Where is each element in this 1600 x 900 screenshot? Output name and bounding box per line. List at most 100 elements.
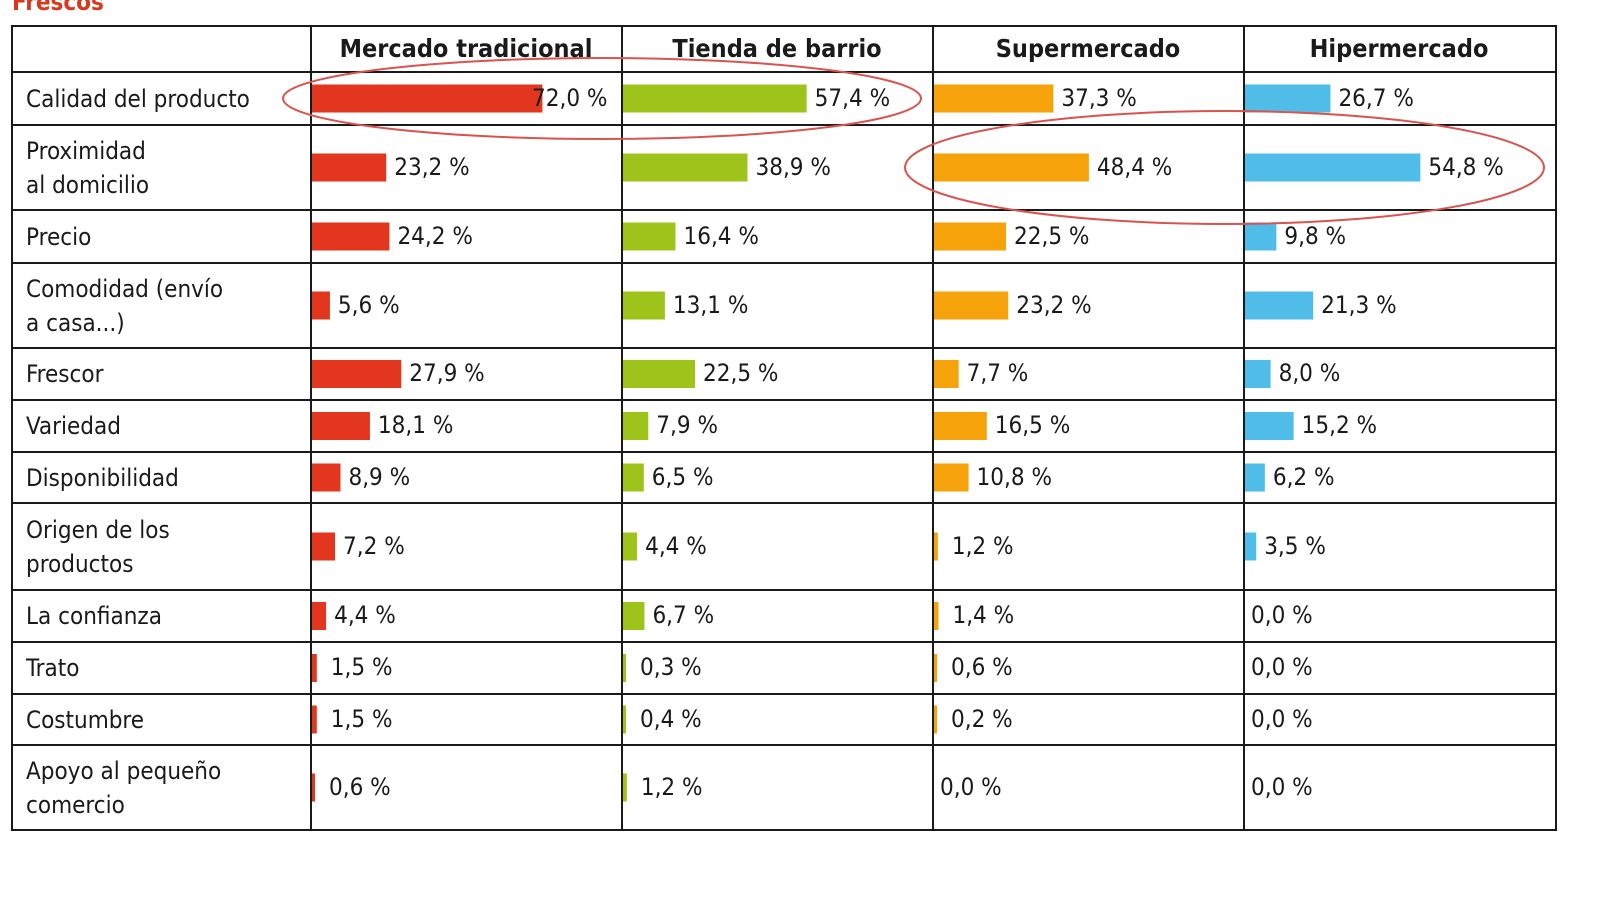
- bar: [1245, 412, 1294, 440]
- bar-value-label: 1,5 %: [330, 704, 393, 733]
- bar-value-label: 4,4 %: [334, 601, 396, 629]
- bar-value-label: 7,9 %: [656, 411, 718, 439]
- bar-value-label: 38,9 %: [755, 152, 831, 181]
- row-label-line: Proximidad: [26, 136, 146, 165]
- row-label-line: Origen de los: [26, 515, 170, 544]
- bar: [623, 291, 665, 320]
- bar-value-label: 22,5 %: [703, 359, 779, 387]
- row-label-line: comercio: [26, 790, 125, 819]
- bar: [1245, 222, 1277, 251]
- bar-value-label: 6,5 %: [651, 462, 714, 491]
- bar: [934, 602, 939, 630]
- bar: [312, 360, 402, 388]
- bar: [312, 153, 387, 182]
- bar-value-label: 15,2 %: [1301, 411, 1378, 439]
- row-label: Frescor: [26, 357, 104, 391]
- bar: [312, 84, 543, 113]
- bar: [1245, 532, 1257, 561]
- bar: [1245, 153, 1421, 182]
- bar: [312, 291, 330, 320]
- row-label: Proximidad al domicilio: [26, 134, 149, 202]
- section-title: Frescos: [12, 0, 104, 16]
- bar-value-label: 10,8 %: [976, 462, 1052, 491]
- bar: [312, 773, 315, 802]
- bar-value-label: 57,4 %: [814, 83, 891, 112]
- bar-value-label: 9,8 %: [1284, 221, 1347, 250]
- row-label: Disponibilidad: [26, 461, 179, 495]
- bar-value-label: 0,6 %: [329, 772, 391, 801]
- bar: [934, 532, 938, 561]
- row-label: Apoyo al pequeño comercio: [26, 754, 221, 822]
- row-label-line: a casa...): [26, 308, 125, 337]
- bar-value-label: 1,2 %: [640, 772, 703, 801]
- bar-value-label: 7,7 %: [966, 359, 1029, 387]
- bar-value-label: 0,0 %: [1251, 772, 1313, 801]
- row-label-line: Comodidad (envío: [26, 274, 224, 303]
- bar-value-label: 6,7 %: [652, 601, 715, 629]
- bar-value-label: 1,4 %: [952, 601, 1015, 629]
- bar: [312, 602, 327, 630]
- row-label-line: Disponibilidad: [26, 463, 179, 492]
- bar: [623, 705, 626, 734]
- bar-value-label: 8,0 %: [1278, 359, 1341, 387]
- row-label-line: Trato: [26, 654, 80, 682]
- column-header: Mercado tradicional: [339, 34, 593, 63]
- bar-value-label: 4,4 %: [645, 531, 707, 560]
- row-label: Origen de los productos: [26, 513, 170, 581]
- bar: [623, 360, 695, 388]
- row-label-line: al domicilio: [26, 170, 150, 199]
- bar: [623, 463, 644, 492]
- bar-value-label: 1,2 %: [951, 531, 1014, 560]
- bar-value-label: 0,2 %: [951, 704, 1013, 733]
- bar-value-label: 27,9 %: [409, 359, 485, 387]
- row-label: Comodidad (envío a casa...): [26, 272, 223, 340]
- row-label: La confianza: [26, 599, 162, 633]
- bar: [312, 412, 370, 440]
- row-label: Precio: [26, 220, 91, 254]
- bar: [1245, 291, 1314, 320]
- bar: [312, 654, 317, 682]
- bar: [934, 412, 987, 440]
- bar: [934, 291, 1009, 320]
- row-label: Calidad del producto: [26, 82, 250, 116]
- bar-value-label: 48,4 %: [1096, 152, 1173, 181]
- row-label-line: Calidad del producto: [26, 84, 250, 113]
- bar-value-label: 16,5 %: [994, 411, 1071, 439]
- row-label: Costumbre: [26, 703, 144, 737]
- row-label-line: Costumbre: [26, 705, 145, 734]
- row-label-line: Precio: [26, 222, 92, 251]
- bar: [934, 654, 937, 682]
- bar: [623, 773, 627, 802]
- bar-value-label: 0,4 %: [640, 704, 702, 733]
- bar: [1245, 84, 1331, 113]
- row-label-line: Variedad: [26, 412, 121, 440]
- bar-value-label: 24,2 %: [397, 221, 473, 250]
- bar-value-label: 23,2 %: [394, 152, 470, 181]
- bar: [934, 153, 1089, 182]
- bar: [623, 84, 807, 113]
- bar-value-label: 8,9 %: [348, 462, 411, 491]
- bar: [934, 705, 937, 734]
- bar-value-label: 72,0 %: [532, 83, 608, 112]
- bar-value-label: 21,3 %: [1321, 290, 1397, 319]
- bar: [1245, 463, 1265, 492]
- bar-value-label: 16,4 %: [683, 221, 759, 250]
- bar-value-label: 5,6 %: [337, 290, 400, 319]
- bar-value-label: 13,1 %: [672, 290, 749, 319]
- bar-value-label: 1,5 %: [330, 653, 393, 681]
- bar: [934, 222, 1006, 251]
- bar-value-label: 0,6 %: [951, 653, 1013, 681]
- bar-value-label: 54,8 %: [1428, 152, 1504, 181]
- bar-value-label: 22,5 %: [1014, 221, 1090, 250]
- highlight-ellipse: [282, 57, 922, 140]
- column-header: Supermercado: [995, 34, 1181, 63]
- row-label-line: productos: [26, 549, 134, 578]
- bar: [623, 222, 676, 251]
- bar-value-label: 0,3 %: [640, 653, 702, 681]
- highlight-ellipse: [904, 110, 1545, 225]
- bar-value-label: 18,1 %: [377, 411, 454, 439]
- bar-value-label: 26,7 %: [1338, 83, 1414, 112]
- bar: [934, 463, 969, 492]
- row-label: Variedad: [26, 409, 121, 443]
